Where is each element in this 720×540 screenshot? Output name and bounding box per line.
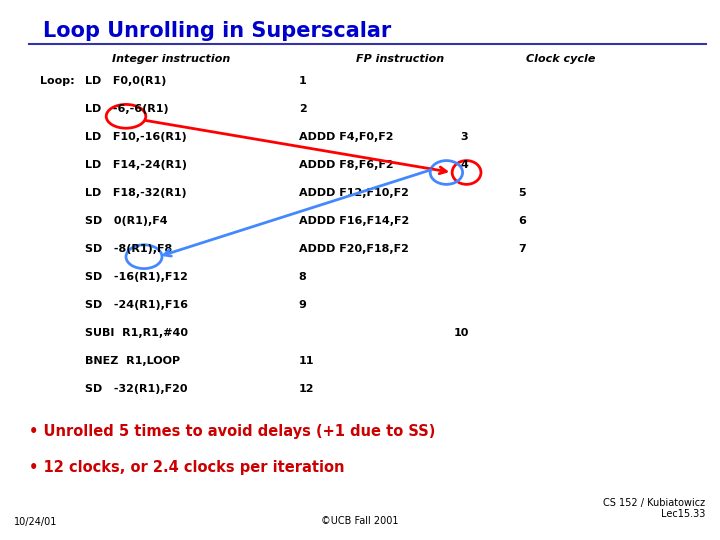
- Text: 5: 5: [518, 188, 526, 198]
- Text: SD   0(R1),F4: SD 0(R1),F4: [85, 216, 168, 226]
- Text: LD   F10,-16(R1): LD F10,-16(R1): [85, 132, 186, 142]
- Text: LD   F0,0(R1): LD F0,0(R1): [85, 76, 166, 86]
- Text: 7: 7: [518, 244, 526, 254]
- Text: 10/24/01: 10/24/01: [14, 516, 58, 526]
- Text: SD   -8(R1),F8: SD -8(R1),F8: [85, 244, 172, 254]
- Text: Loop Unrolling in Superscalar: Loop Unrolling in Superscalar: [43, 21, 392, 40]
- Text: 12: 12: [299, 384, 315, 395]
- Text: 4: 4: [461, 160, 469, 170]
- Text: 11: 11: [299, 356, 315, 367]
- Text: SUBI  R1,R1,#40: SUBI R1,R1,#40: [85, 328, 188, 339]
- Text: Clock cycle: Clock cycle: [526, 54, 595, 64]
- Text: BNEZ  R1,LOOP: BNEZ R1,LOOP: [85, 356, 180, 367]
- Text: CS 152 / Kubiatowicz
Lec15.33: CS 152 / Kubiatowicz Lec15.33: [603, 498, 706, 519]
- Text: 8: 8: [299, 272, 307, 282]
- Text: SD   -24(R1),F16: SD -24(R1),F16: [85, 300, 188, 310]
- Text: ADDD F8,F6,F2: ADDD F8,F6,F2: [299, 160, 393, 170]
- Text: ©UCB Fall 2001: ©UCB Fall 2001: [321, 516, 399, 526]
- Text: SD   -32(R1),F20: SD -32(R1),F20: [85, 384, 187, 395]
- Text: ADDD F12,F10,F2: ADDD F12,F10,F2: [299, 188, 409, 198]
- Text: Loop:: Loop:: [40, 76, 74, 86]
- Text: ADDD F16,F14,F2: ADDD F16,F14,F2: [299, 216, 409, 226]
- Text: LD   F18,-32(R1): LD F18,-32(R1): [85, 188, 186, 198]
- Text: ADDD F4,F0,F2: ADDD F4,F0,F2: [299, 132, 393, 142]
- Text: LD   -6,-6(R1): LD -6,-6(R1): [85, 104, 168, 114]
- Text: 2: 2: [299, 104, 307, 114]
- Text: ADDD F20,F18,F2: ADDD F20,F18,F2: [299, 244, 409, 254]
- Text: • 12 clocks, or 2.4 clocks per iteration: • 12 clocks, or 2.4 clocks per iteration: [29, 460, 344, 475]
- Text: LD   F14,-24(R1): LD F14,-24(R1): [85, 160, 187, 170]
- Text: 3: 3: [461, 132, 469, 142]
- Text: 6: 6: [518, 216, 526, 226]
- Text: 10: 10: [454, 328, 469, 339]
- Text: • Unrolled 5 times to avoid delays (+1 due to SS): • Unrolled 5 times to avoid delays (+1 d…: [29, 424, 435, 439]
- Text: FP instruction: FP instruction: [356, 54, 444, 64]
- Text: Integer instruction: Integer instruction: [112, 54, 230, 64]
- Text: SD   -16(R1),F12: SD -16(R1),F12: [85, 272, 188, 282]
- Text: 9: 9: [299, 300, 307, 310]
- Text: 1: 1: [299, 76, 307, 86]
